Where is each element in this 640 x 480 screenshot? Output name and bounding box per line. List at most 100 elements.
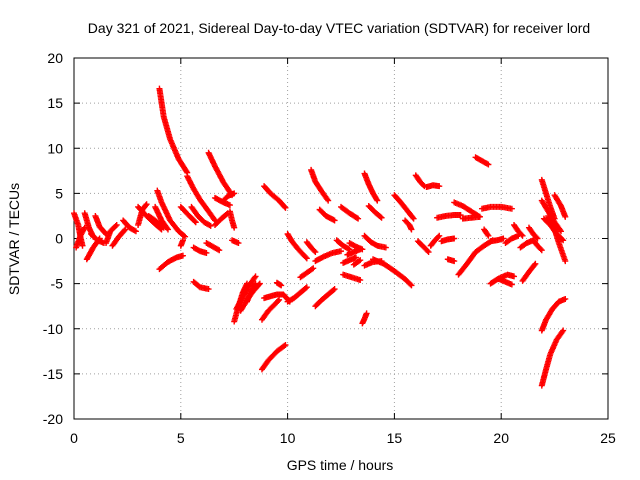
data-point-marker — [278, 282, 285, 289]
data-point-marker — [378, 214, 385, 221]
data-point-marker — [382, 244, 389, 251]
series-arc-14 — [154, 187, 189, 240]
series-arc-44 — [308, 166, 332, 204]
series-arc-57 — [361, 232, 389, 251]
data-point-marker — [252, 273, 259, 280]
series-arc-11 — [135, 201, 150, 228]
series-arc-20 — [188, 203, 214, 229]
series-arc-69 — [444, 256, 458, 265]
series-arc-51 — [340, 271, 364, 284]
series-arc-59 — [365, 203, 385, 221]
x-tick-label: 0 — [70, 430, 78, 446]
data-point-marker — [562, 258, 569, 265]
y-tick-label: 15 — [47, 95, 63, 111]
series-arc-90 — [538, 327, 567, 389]
data-point-marker — [533, 234, 540, 241]
chart-title: Day 321 of 2021, Sidereal Day-to-day VTE… — [88, 20, 590, 36]
data-point-marker — [436, 183, 443, 190]
y-tick-label: 0 — [55, 231, 63, 247]
data-point-marker — [560, 237, 567, 244]
data-point-marker — [562, 213, 569, 220]
data-point-marker — [205, 286, 212, 293]
data-point-marker — [435, 233, 442, 240]
series-arc-66 — [427, 232, 443, 249]
data-point-marker — [112, 223, 119, 230]
data-point-marker — [281, 203, 288, 210]
series-arc-67 — [434, 212, 464, 221]
data-point-marker — [436, 232, 443, 239]
series-arc-55 — [359, 310, 370, 327]
data-point-marker — [511, 273, 518, 280]
y-tick-label: 20 — [47, 50, 63, 66]
data-point-marker — [183, 168, 190, 175]
data-point-marker — [302, 285, 309, 292]
x-tick-label: 15 — [387, 430, 403, 446]
data-point-marker — [191, 218, 198, 225]
data-point-marker — [408, 226, 415, 233]
y-tick-label: -20 — [43, 411, 63, 427]
series-arc-84 — [530, 237, 545, 254]
series-arc-89 — [551, 192, 569, 220]
data-point-marker — [476, 213, 483, 220]
data-point-marker — [500, 235, 507, 242]
series-arc-33 — [244, 280, 259, 305]
data-point-marker — [451, 258, 458, 265]
data-point-marker — [420, 182, 427, 189]
data-point-marker — [519, 232, 526, 239]
series-arc-88 — [545, 212, 569, 265]
data-point-marker — [302, 254, 309, 261]
y-tick-label: 10 — [47, 140, 63, 156]
data-point-marker — [311, 247, 318, 254]
data-point-marker — [324, 196, 331, 203]
data-point-marker — [132, 228, 139, 235]
data-point-marker — [274, 297, 281, 304]
data-point-marker — [518, 231, 525, 238]
series-arc-08 — [109, 226, 129, 249]
data-point-marker — [142, 202, 149, 209]
series-arc-76 — [487, 235, 507, 245]
series-arc-74 — [478, 203, 515, 212]
x-tick-label: 25 — [600, 430, 616, 446]
data-point-marker — [282, 341, 289, 348]
series-arc-65 — [423, 182, 443, 191]
data-point-marker — [532, 260, 539, 267]
data-point-marker — [235, 240, 242, 247]
data-point-marker — [203, 249, 210, 256]
y-tick-labels: -20 -15 -10 -5 0 5 10 15 20 — [43, 50, 63, 427]
series-arc-24 — [203, 240, 223, 254]
x-tick-label: 10 — [280, 430, 296, 446]
series-arc-56 — [361, 170, 381, 204]
data-markers — [71, 85, 569, 389]
data-point-marker — [207, 222, 214, 229]
series-arc-35 — [258, 341, 289, 373]
series-arc-02 — [73, 224, 88, 251]
data-point-marker — [451, 235, 458, 242]
data-point-marker — [562, 295, 569, 302]
data-point-marker — [485, 232, 492, 239]
series-arc-53 — [346, 240, 366, 253]
data-point-marker — [408, 282, 415, 289]
data-point-marker — [251, 281, 258, 288]
data-point-marker — [251, 274, 258, 281]
data-point-marker — [377, 213, 384, 220]
data-point-marker — [537, 246, 544, 253]
series-arc-40 — [284, 230, 310, 262]
data-point-marker — [357, 257, 364, 264]
data-point-marker — [252, 280, 259, 287]
series-arc-47 — [316, 206, 338, 224]
data-point-marker — [79, 242, 86, 249]
series-arc-17 — [177, 237, 186, 249]
series-arc-54 — [350, 257, 364, 268]
data-point-marker — [164, 226, 171, 233]
data-point-marker — [216, 247, 223, 254]
data-point-marker — [363, 310, 370, 317]
data-point-marker — [352, 254, 359, 261]
series-arc-63 — [412, 172, 428, 190]
y-axis-label: SDTVAR / TECUs — [6, 183, 22, 295]
data-point-marker — [484, 231, 491, 238]
series-arc-18 — [177, 203, 199, 226]
series-arc-73 — [472, 154, 492, 168]
data-point-marker — [457, 212, 464, 219]
y-tick-label: -5 — [51, 276, 64, 292]
